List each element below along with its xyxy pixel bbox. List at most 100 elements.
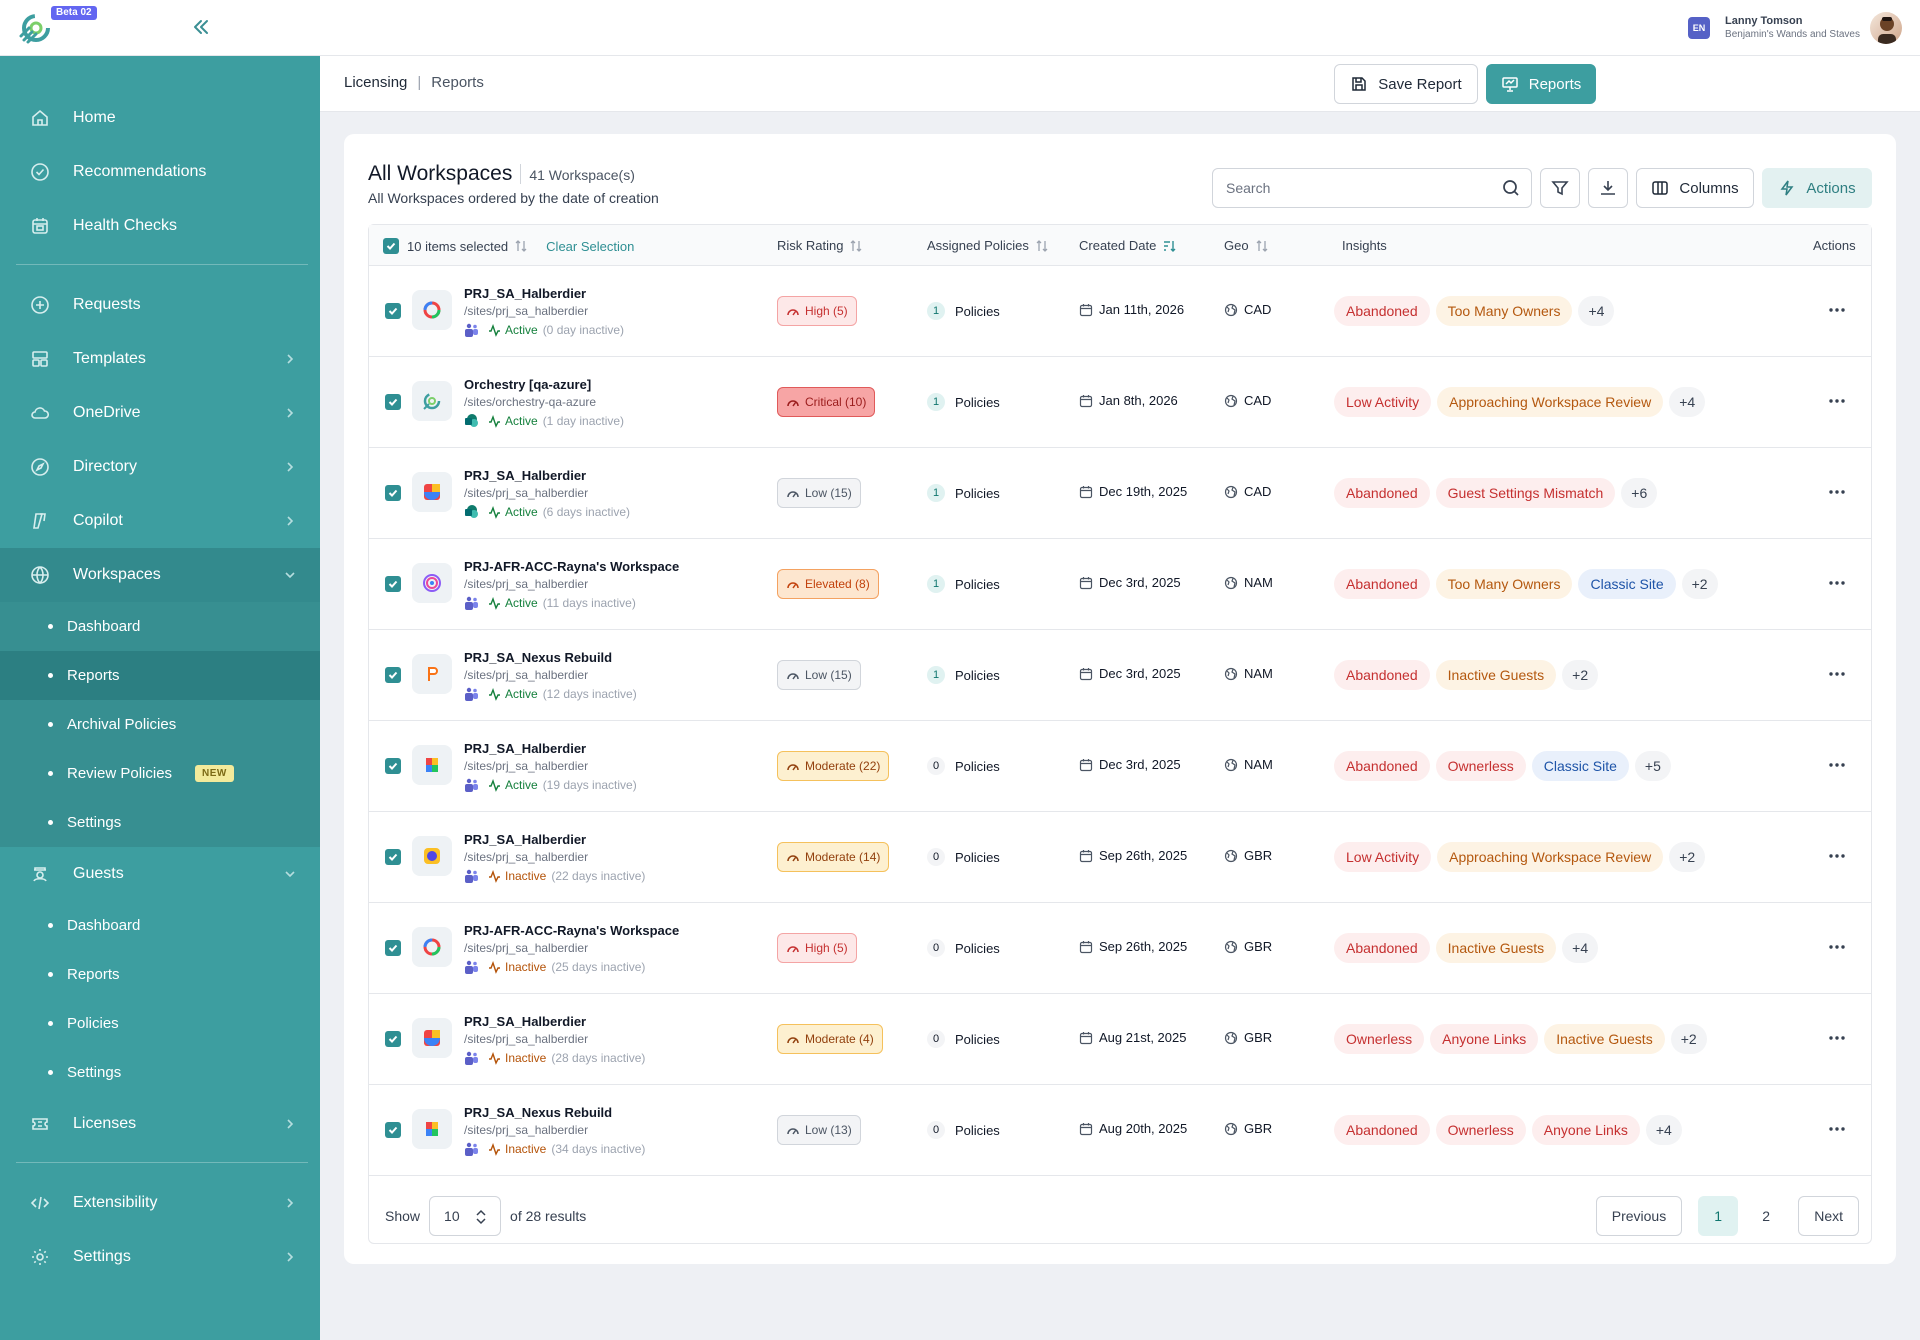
assigned-policies[interactable]: 1 Policies — [927, 666, 1000, 684]
risk-badge[interactable]: Moderate (4) — [777, 1024, 883, 1054]
select-all-checkbox[interactable] — [383, 238, 399, 254]
sidebar-item-guests[interactable]: Guests — [0, 847, 320, 901]
sidebar-subitem-guests-dashboard[interactable]: Dashboard — [0, 901, 320, 950]
sort-icon[interactable] — [514, 239, 528, 253]
more-insights-badge[interactable]: +2 — [1670, 1024, 1707, 1054]
sidebar-subitem-reports[interactable]: Reports — [0, 651, 320, 700]
insight-tag[interactable]: Classic Site — [1578, 569, 1676, 599]
assigned-policies[interactable]: 0 Policies — [927, 939, 1000, 957]
more-options-icon[interactable] — [1827, 937, 1847, 957]
workspace-name[interactable]: PRJ_SA_Halberdier — [464, 741, 587, 756]
sidebar-subitem-guests-policies[interactable]: Policies — [0, 999, 320, 1048]
row-checkbox[interactable] — [385, 1122, 401, 1138]
table-row[interactable]: PRJ_SA_Halberdier/sites/prj_sa_halberdie… — [369, 994, 1871, 1085]
more-insights-badge[interactable]: +4 — [1578, 296, 1615, 326]
assigned-policies[interactable]: 0 Policies — [927, 848, 1000, 866]
assigned-policies[interactable]: 1 Policies — [927, 302, 1000, 320]
table-row[interactable]: PRJ_SA_Halberdier/sites/prj_sa_halberdie… — [369, 812, 1871, 903]
table-row[interactable]: PRJ-AFR-ACC-Rayna's Workspace/sites/prj_… — [369, 539, 1871, 630]
column-header-policies[interactable]: Assigned Policies — [927, 238, 1049, 253]
more-insights-badge[interactable]: +2 — [1669, 842, 1706, 872]
insight-tag[interactable]: Abandoned — [1334, 1115, 1430, 1145]
more-options-icon[interactable] — [1827, 846, 1847, 866]
search-icon[interactable] — [1501, 178, 1521, 198]
sidebar-item-workspaces[interactable]: Workspaces — [0, 548, 320, 602]
insight-tag[interactable]: Abandoned — [1334, 660, 1430, 690]
row-checkbox[interactable] — [385, 940, 401, 956]
insight-tag[interactable]: Abandoned — [1334, 933, 1430, 963]
insight-tag[interactable]: Too Many Owners — [1435, 569, 1573, 599]
risk-badge[interactable]: Low (13) — [777, 1115, 861, 1145]
table-row[interactable]: PRJ_SA_Nexus Rebuild/sites/prj_sa_halber… — [369, 630, 1871, 721]
assigned-policies[interactable]: 0 Policies — [927, 1121, 1000, 1139]
column-header-geo[interactable]: Geo — [1224, 238, 1269, 253]
more-options-icon[interactable] — [1827, 391, 1847, 411]
filter-button[interactable] — [1540, 168, 1580, 208]
user-menu[interactable]: EN Lanny Tomson Benjamin's Wands and Sta… — [1688, 10, 1902, 46]
insight-tag[interactable]: Approaching Workspace Review — [1437, 387, 1664, 417]
insight-tag[interactable]: Abandoned — [1334, 296, 1430, 326]
assigned-policies[interactable]: 0 Policies — [927, 1030, 1000, 1048]
row-checkbox[interactable] — [385, 758, 401, 774]
row-checkbox[interactable] — [385, 667, 401, 683]
sidebar-item-requests[interactable]: Requests — [0, 278, 320, 332]
workspace-name[interactable]: PRJ_SA_Nexus Rebuild — [464, 1105, 613, 1120]
risk-badge[interactable]: Low (15) — [777, 660, 861, 690]
more-insights-badge[interactable]: +4 — [1562, 933, 1599, 963]
row-checkbox[interactable] — [385, 485, 401, 501]
sidebar-subitem-review-policies[interactable]: Review Policies NEW — [0, 749, 320, 798]
workspace-name[interactable]: PRJ_SA_Halberdier — [464, 468, 587, 483]
insight-tag[interactable]: Classic Site — [1531, 751, 1629, 781]
more-options-icon[interactable] — [1827, 1028, 1847, 1048]
insight-tag[interactable]: Low Activity — [1334, 842, 1432, 872]
row-checkbox[interactable] — [385, 303, 401, 319]
insight-tag[interactable]: Inactive Guests — [1435, 660, 1557, 690]
insight-tag[interactable]: Inactive Guests — [1435, 933, 1557, 963]
column-header-created[interactable]: Created Date — [1079, 238, 1176, 253]
next-page-button[interactable]: Next — [1798, 1196, 1859, 1236]
sidebar-item-home[interactable]: Home — [0, 91, 320, 145]
sidebar-item-licenses[interactable]: Licenses — [0, 1097, 320, 1151]
row-checkbox[interactable] — [385, 576, 401, 592]
workspace-name[interactable]: PRJ_SA_Halberdier — [464, 1014, 587, 1029]
column-header-risk[interactable]: Risk Rating — [777, 238, 863, 253]
columns-button[interactable]: Columns — [1636, 168, 1754, 208]
risk-badge[interactable]: High (5) — [777, 933, 857, 963]
page-1-button[interactable]: 1 — [1698, 1196, 1739, 1236]
sidebar-subitem-dashboard[interactable]: Dashboard — [0, 602, 320, 651]
sidebar-item-settings[interactable]: Settings — [0, 1230, 320, 1284]
more-options-icon[interactable] — [1827, 1119, 1847, 1139]
sidebar-subitem-guests-settings[interactable]: Settings — [0, 1048, 320, 1097]
row-checkbox[interactable] — [385, 1031, 401, 1047]
download-button[interactable] — [1588, 168, 1628, 208]
more-options-icon[interactable] — [1827, 755, 1847, 775]
more-insights-badge[interactable]: +6 — [1621, 478, 1658, 508]
insight-tag[interactable]: Ownerless — [1435, 751, 1526, 781]
insight-tag[interactable]: Abandoned — [1334, 569, 1430, 599]
workspace-name[interactable]: PRJ_SA_Nexus Rebuild — [464, 650, 613, 665]
page-2-button[interactable]: 2 — [1762, 1208, 1771, 1224]
workspace-name[interactable]: PRJ-AFR-ACC-Rayna's Workspace — [464, 559, 680, 574]
app-logo[interactable] — [18, 6, 58, 46]
insight-tag[interactable]: Approaching Workspace Review — [1437, 842, 1664, 872]
risk-badge[interactable]: Critical (10) — [777, 387, 876, 417]
collapse-sidebar-icon[interactable] — [190, 16, 212, 38]
previous-page-button[interactable]: Previous — [1595, 1196, 1683, 1236]
more-insights-badge[interactable]: +5 — [1634, 751, 1671, 781]
language-badge[interactable]: EN — [1688, 17, 1711, 39]
risk-badge[interactable]: High (5) — [777, 296, 857, 326]
insight-tag[interactable]: Ownerless — [1435, 1115, 1526, 1145]
insight-tag[interactable]: Abandoned — [1334, 751, 1430, 781]
reports-button[interactable]: Reports — [1486, 64, 1596, 104]
insight-tag[interactable]: Guest Settings Mismatch — [1435, 478, 1616, 508]
risk-badge[interactable]: Elevated (8) — [777, 569, 879, 599]
workspace-name[interactable]: PRJ-AFR-ACC-Rayna's Workspace — [464, 923, 680, 938]
table-row[interactable]: PRJ_SA_Halberdier/sites/prj_sa_halberdie… — [369, 448, 1871, 539]
sidebar-subitem-archival-policies[interactable]: Archival Policies — [0, 700, 320, 749]
assigned-policies[interactable]: 1 Policies — [927, 575, 1000, 593]
search-input[interactable]: Search — [1212, 168, 1532, 208]
actions-button[interactable]: Actions — [1762, 168, 1872, 208]
more-options-icon[interactable] — [1827, 664, 1847, 684]
sidebar-item-copilot[interactable]: Copilot — [0, 494, 320, 548]
avatar[interactable] — [1870, 12, 1902, 44]
